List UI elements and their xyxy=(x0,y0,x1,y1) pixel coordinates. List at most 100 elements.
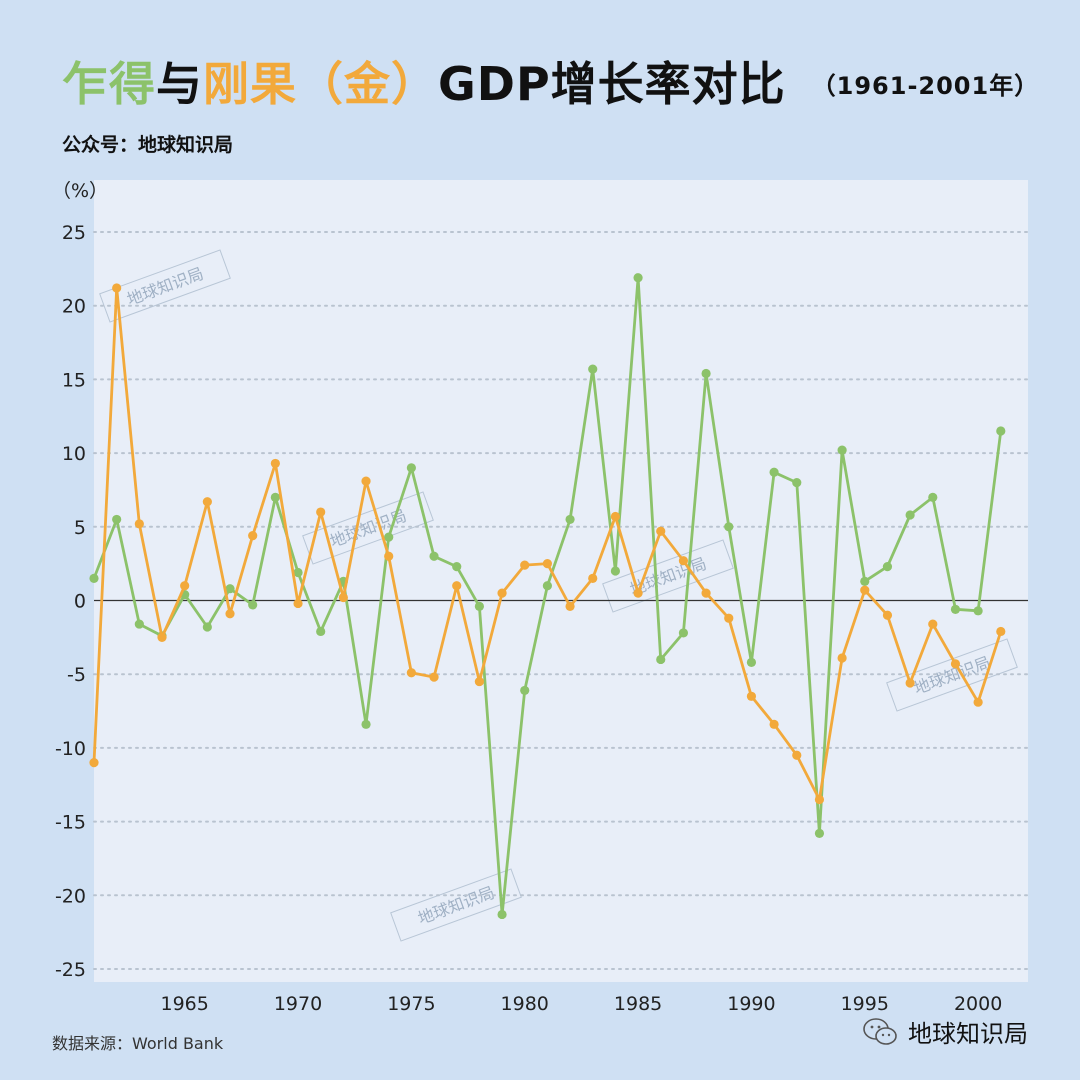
data-point xyxy=(338,592,348,603)
data-point xyxy=(520,560,530,570)
y-tick-label: 15 xyxy=(62,369,86,391)
data-point xyxy=(316,626,326,637)
watermark-box xyxy=(302,491,434,565)
watermark-box xyxy=(886,638,1018,712)
y-tick-label: -20 xyxy=(55,885,86,907)
x-tick-label: 1985 xyxy=(614,993,662,1015)
title-country-drc: 刚果（金） xyxy=(203,57,438,111)
data-point xyxy=(112,283,122,293)
wechat-icon xyxy=(863,1017,897,1045)
series-lines xyxy=(89,273,1006,920)
data-point xyxy=(406,463,416,473)
data-point xyxy=(837,653,847,663)
y-axis-ticks: 25 20 15 10 5 0 -5 -10 -15 -20 -25 xyxy=(55,222,86,981)
x-axis-ticks: 1965 1970 1975 1980 1985 1990 1995 2000 xyxy=(160,993,1002,1015)
y-tick-label: 10 xyxy=(62,443,86,465)
y-tick-label: -25 xyxy=(55,959,86,981)
data-point xyxy=(701,368,711,379)
data-point xyxy=(724,613,734,623)
data-point xyxy=(270,492,280,502)
data-point xyxy=(384,551,394,561)
data-point xyxy=(429,551,439,561)
data-point xyxy=(406,668,416,678)
x-tick-label: 1970 xyxy=(274,993,322,1015)
data-point xyxy=(656,654,666,665)
data-point xyxy=(384,532,394,542)
x-tick-label: 1965 xyxy=(160,993,208,1015)
data-point xyxy=(633,588,643,598)
data-point xyxy=(180,581,190,591)
y-tick-label: 20 xyxy=(62,296,86,318)
plot-area xyxy=(94,180,1028,982)
y-tick-label: -10 xyxy=(55,738,86,760)
data-point xyxy=(792,750,802,760)
brand: 地球知识局 xyxy=(862,1014,1028,1049)
data-source: 数据来源：World Bank xyxy=(52,1034,224,1053)
data-point xyxy=(520,685,530,696)
data-point xyxy=(452,561,462,572)
y-tick-label: -15 xyxy=(55,812,86,834)
grid-lines xyxy=(93,231,1029,970)
title-connector: 与 xyxy=(156,57,203,111)
data-point xyxy=(157,632,167,642)
y-tick-label: 25 xyxy=(62,222,86,244)
data-point xyxy=(656,526,666,536)
data-point xyxy=(225,609,235,619)
data-point xyxy=(882,610,893,620)
data-point xyxy=(814,794,825,805)
data-point xyxy=(996,426,1006,436)
data-point xyxy=(769,467,779,477)
y-axis-label: （%） xyxy=(52,180,108,202)
watermark-box xyxy=(390,868,522,942)
data-point xyxy=(497,588,507,598)
data-point xyxy=(112,514,122,525)
data-point xyxy=(361,719,371,729)
data-point xyxy=(134,619,144,629)
data-point xyxy=(588,364,598,374)
data-point xyxy=(293,567,303,578)
data-point xyxy=(610,511,621,522)
y-tick-label: 0 xyxy=(74,591,86,613)
data-point xyxy=(565,514,575,525)
title-country-chad: 乍得 xyxy=(62,57,156,111)
x-tick-label: 1975 xyxy=(387,993,435,1015)
data-point xyxy=(202,497,212,507)
data-point xyxy=(860,576,870,586)
series-chad xyxy=(89,273,1006,920)
data-point xyxy=(316,507,326,517)
y-tick-label: 5 xyxy=(74,517,86,539)
x-tick-label: 1995 xyxy=(841,993,889,1015)
data-point xyxy=(860,585,870,595)
data-point xyxy=(678,628,689,638)
subtitle: 公众号：地球知识局 xyxy=(62,134,234,156)
data-point xyxy=(542,559,552,569)
data-point xyxy=(837,445,847,455)
data-point xyxy=(769,719,779,729)
data-point xyxy=(270,458,280,469)
data-point xyxy=(610,566,621,576)
data-point xyxy=(678,556,689,566)
data-point xyxy=(89,758,99,768)
x-tick-label: 2000 xyxy=(954,993,1002,1015)
data-point xyxy=(565,601,575,611)
y-tick-label: -5 xyxy=(67,664,86,686)
data-point xyxy=(474,676,484,687)
data-point xyxy=(202,622,212,632)
data-point xyxy=(950,604,961,614)
title-year-range: （1961-2001年） xyxy=(811,72,1040,100)
data-point xyxy=(746,691,757,701)
data-point xyxy=(429,672,439,682)
title-metric: GDP增长率对比 xyxy=(438,57,786,111)
data-point xyxy=(89,573,99,583)
data-point xyxy=(882,561,893,572)
data-point xyxy=(905,678,915,688)
data-point xyxy=(633,273,643,283)
data-point xyxy=(814,828,825,838)
data-point xyxy=(248,600,258,610)
data-point xyxy=(746,657,757,668)
data-point xyxy=(905,510,915,520)
data-point xyxy=(134,519,144,529)
data-point xyxy=(792,477,802,488)
data-point xyxy=(724,522,734,532)
